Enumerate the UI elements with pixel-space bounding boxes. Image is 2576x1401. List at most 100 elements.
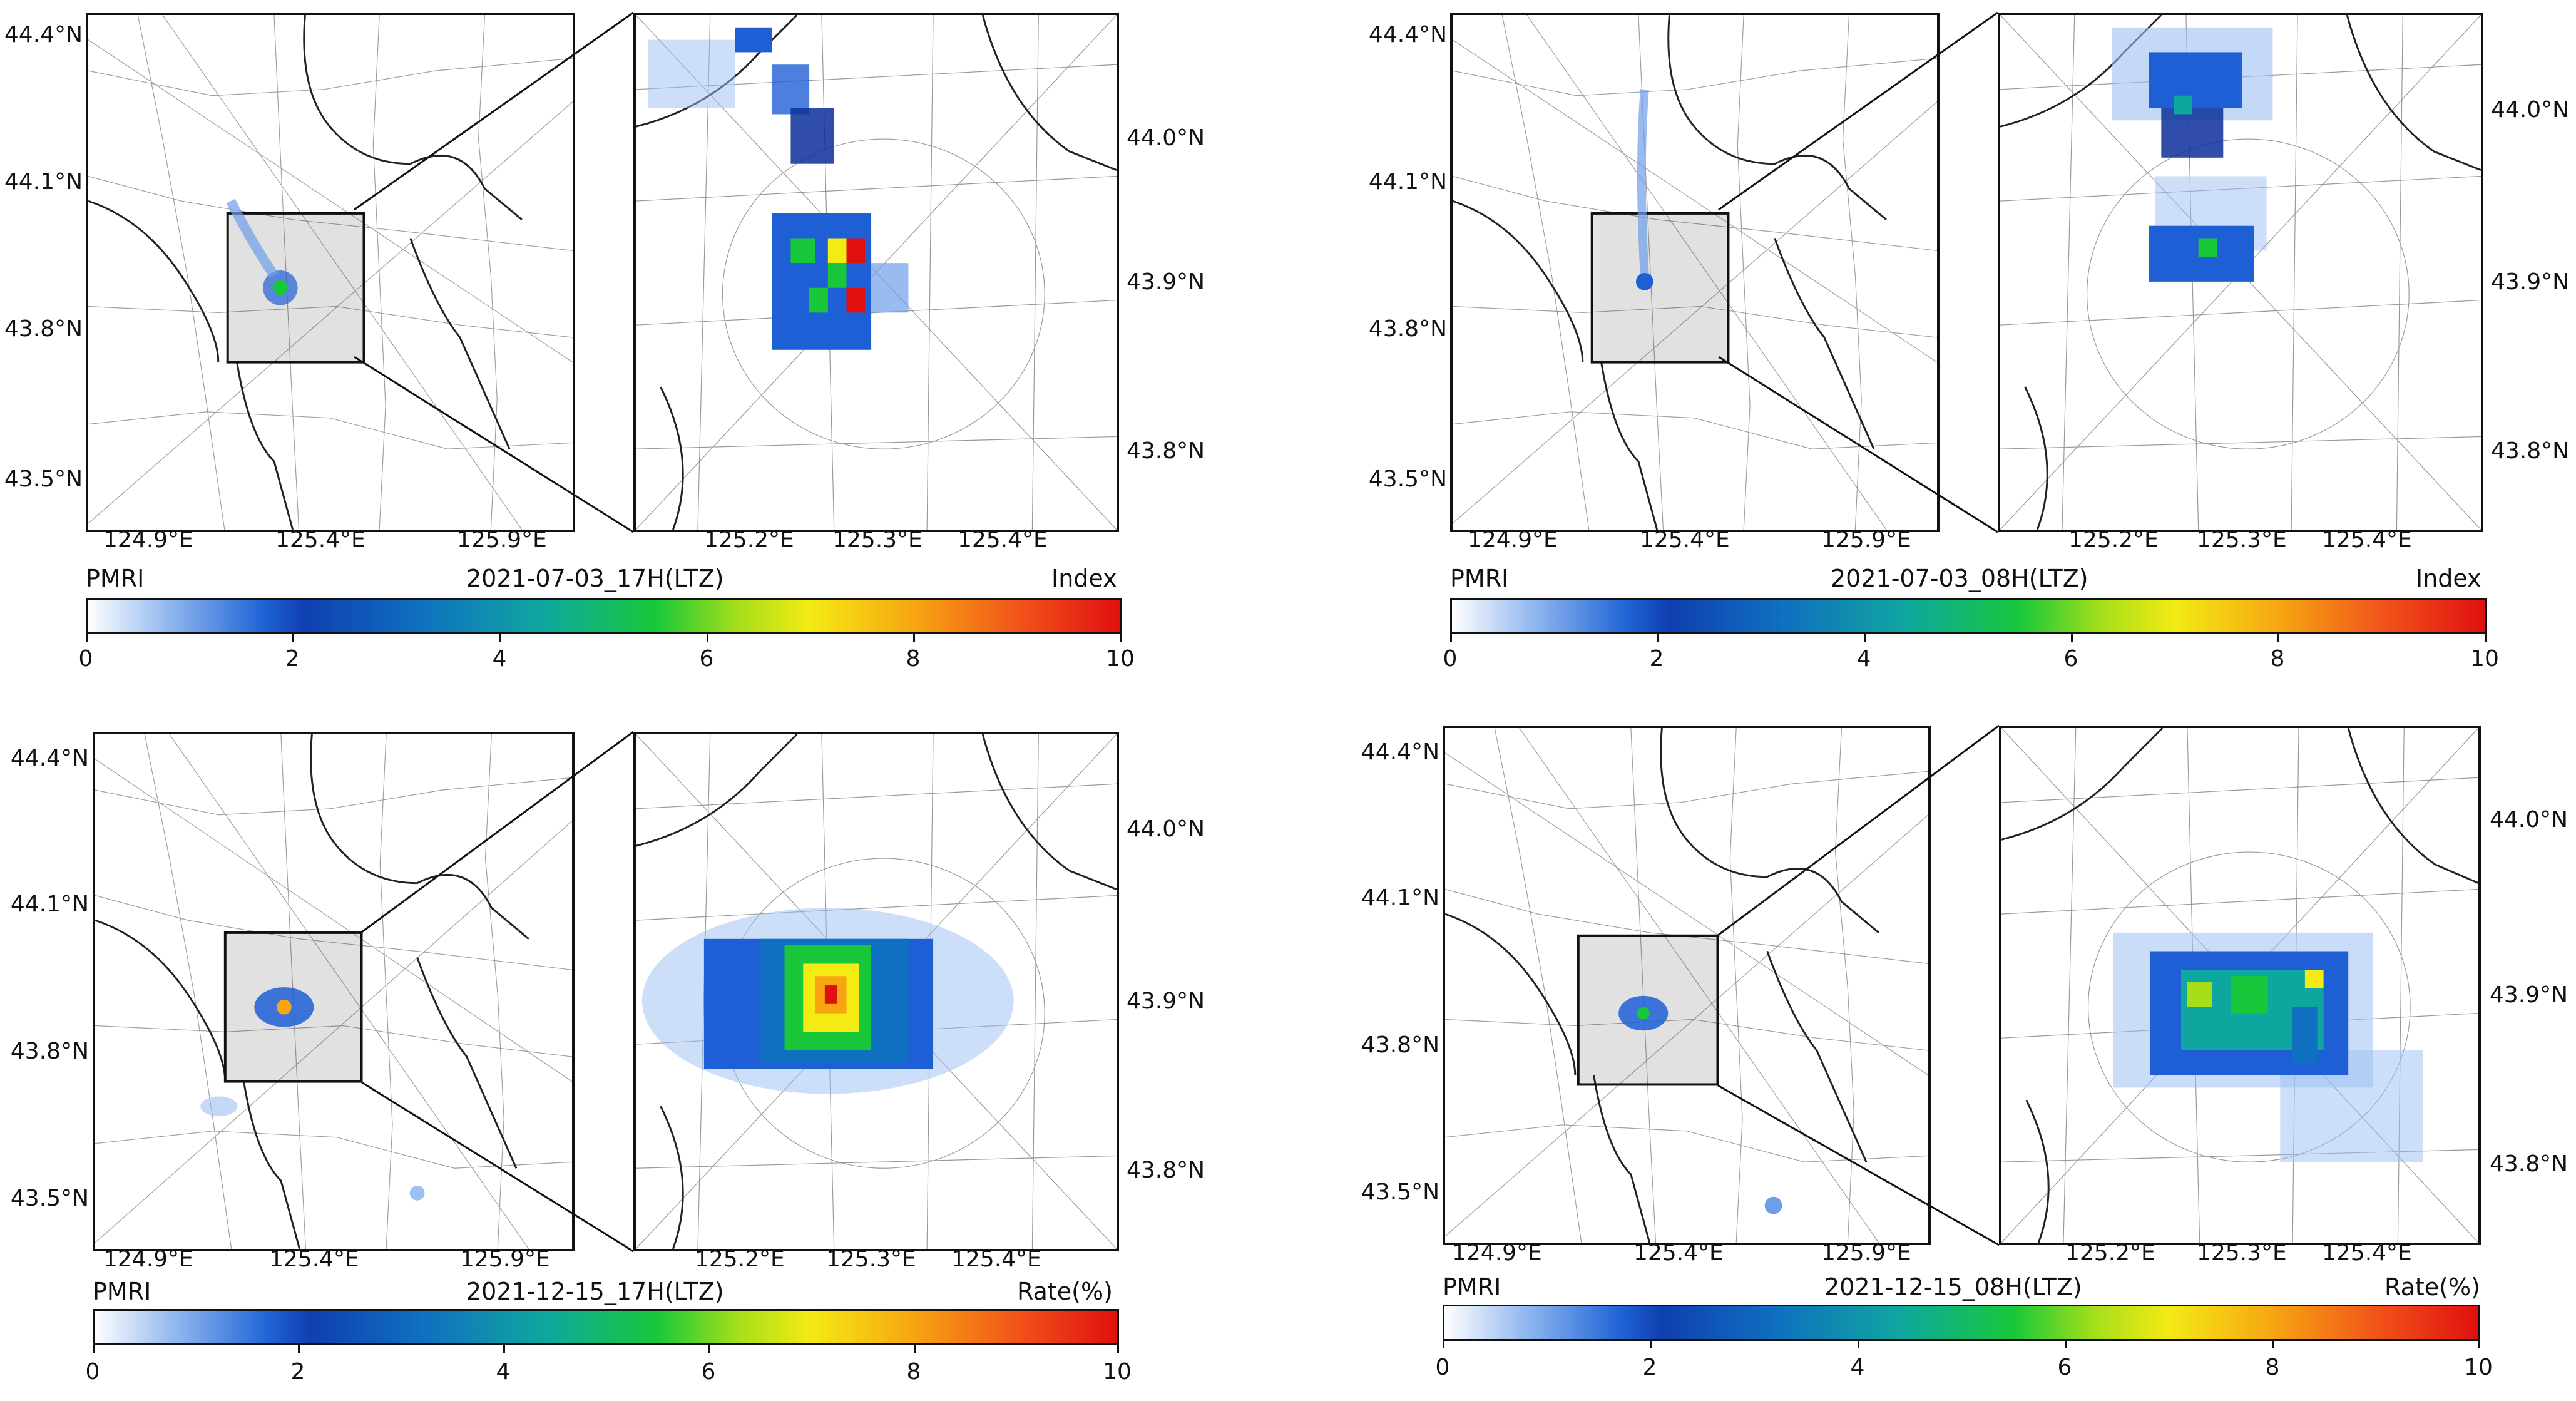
zoom-connector bbox=[1717, 724, 2000, 1246]
zoom-lat-label-2: 43.9°N bbox=[2491, 269, 2570, 295]
lon-label-2: 125.4°E bbox=[269, 1246, 359, 1272]
colorbar-tick-8: 8 bbox=[906, 646, 921, 672]
colorbar-tick-4: 4 bbox=[1856, 646, 1871, 672]
panel-top-left: 44.4°N 44.1°N 43.8°N 43.5°N 124.9°E 125.… bbox=[0, 0, 1288, 700]
lon-label-3: 125.9°E bbox=[1821, 527, 1911, 553]
colorbar-tick-2: 2 bbox=[285, 646, 300, 672]
colorbar-tick-6: 6 bbox=[2057, 1355, 2072, 1380]
road-network bbox=[1453, 15, 1937, 530]
road-network bbox=[95, 734, 572, 1249]
zoom-lat-label-3: 43.8°N bbox=[2490, 1151, 2568, 1177]
zoom-lon-label-3: 125.4°E bbox=[951, 1246, 1041, 1272]
unit-label: Index bbox=[1051, 565, 1117, 592]
road-network bbox=[1445, 728, 1928, 1243]
zoom-road-network bbox=[2000, 15, 2481, 530]
zoom-lon-label-2: 125.3°E bbox=[2197, 527, 2287, 553]
panel-bottom-right: 44.4°N 44.1°N 43.8°N 43.5°N 124.9°E 125.… bbox=[1358, 700, 2576, 1401]
zoom-road-network bbox=[636, 734, 1117, 1249]
zoom-map bbox=[633, 13, 1119, 532]
panel-bottom-left: 44.4°N 44.1°N 43.8°N 43.5°N 124.9°E 125.… bbox=[0, 700, 1288, 1401]
zoom-lon-label-1: 125.2°E bbox=[704, 527, 794, 553]
zoom-lat-label-1: 44.0°N bbox=[2491, 97, 2570, 123]
colorbar-tick-6: 6 bbox=[2063, 646, 2078, 672]
colorbar-tick-0: 0 bbox=[1443, 646, 1458, 672]
colorbar-tick-4: 4 bbox=[1850, 1355, 1865, 1380]
colorbar-tick-10: 10 bbox=[1106, 646, 1135, 672]
colorbar bbox=[1450, 598, 2487, 634]
zoom-lat-label-1: 44.0°N bbox=[1127, 816, 1205, 842]
lat-label-3: 43.8°N bbox=[4, 316, 83, 342]
zoom-lon-label-3: 125.4°E bbox=[958, 527, 1048, 553]
timestamp-label: 2021-12-15_08H(LTZ) bbox=[1824, 1273, 2082, 1301]
product-label: PMRI bbox=[86, 565, 145, 592]
lat-label-2: 44.1°N bbox=[10, 891, 89, 917]
colorbar-tick-0: 0 bbox=[1435, 1355, 1450, 1380]
overview-map bbox=[1450, 13, 1940, 532]
zoom-lat-label-3: 43.8°N bbox=[2491, 438, 2570, 464]
lat-label-4: 43.5°N bbox=[4, 466, 83, 492]
lon-label-3: 125.9°E bbox=[1821, 1240, 1911, 1266]
lat-label-3: 43.8°N bbox=[1368, 316, 1447, 342]
zoom-lon-label-1: 125.2°E bbox=[2065, 1240, 2155, 1266]
zoom-lon-label-3: 125.4°E bbox=[2322, 1240, 2412, 1266]
unit-label: Rate(%) bbox=[1017, 1278, 1113, 1305]
lon-label-1: 124.9°E bbox=[103, 527, 193, 553]
lon-label-2: 125.4°E bbox=[1640, 527, 1730, 553]
colorbar-tick-10: 10 bbox=[2470, 646, 2499, 672]
overview-map bbox=[86, 13, 575, 532]
lat-label-3: 43.8°N bbox=[10, 1039, 89, 1064]
lon-label-3: 125.9°E bbox=[457, 527, 547, 553]
zoom-lat-label-1: 44.0°N bbox=[1127, 125, 1205, 151]
zoom-connector bbox=[354, 11, 634, 533]
lon-label-2: 125.4°E bbox=[1633, 1240, 1724, 1266]
lon-label-1: 124.9°E bbox=[103, 1246, 193, 1272]
zoom-road-network bbox=[636, 15, 1117, 530]
lon-label-3: 125.9°E bbox=[460, 1246, 550, 1272]
zoom-lat-label-2: 43.9°N bbox=[1127, 988, 1205, 1014]
zoom-lat-label-3: 43.8°N bbox=[1127, 438, 1205, 464]
colorbar-tick-4: 4 bbox=[496, 1359, 511, 1385]
zoom-lon-label-1: 125.2°E bbox=[2068, 527, 2159, 553]
lat-label-1: 44.4°N bbox=[1368, 22, 1447, 48]
lon-label-1: 124.9°E bbox=[1452, 1240, 1542, 1266]
colorbar-tick-2: 2 bbox=[1642, 1355, 1657, 1380]
zoom-lat-label-2: 43.9°N bbox=[2490, 982, 2568, 1008]
road-network bbox=[88, 15, 573, 530]
colorbar-tick-8: 8 bbox=[906, 1359, 921, 1385]
zoom-lon-label-2: 125.3°E bbox=[832, 527, 923, 553]
colorbar-tick-6: 6 bbox=[699, 646, 714, 672]
panel-top-right: 44.4°N 44.1°N 43.8°N 43.5°N 124.9°E 125.… bbox=[1364, 0, 2576, 700]
lon-label-1: 124.9°E bbox=[1468, 527, 1558, 553]
colorbar-tick-10: 10 bbox=[1103, 1359, 1132, 1385]
colorbar-tick-8: 8 bbox=[2270, 646, 2285, 672]
unit-label: Rate(%) bbox=[2384, 1273, 2480, 1301]
zoom-lon-label-1: 125.2°E bbox=[695, 1246, 785, 1272]
colorbar-tick-6: 6 bbox=[701, 1359, 716, 1385]
product-label: PMRI bbox=[93, 1278, 151, 1305]
zoom-connector bbox=[361, 731, 634, 1253]
colorbar-tick-2: 2 bbox=[290, 1359, 305, 1385]
lat-label-2: 44.1°N bbox=[4, 169, 83, 195]
product-label: PMRI bbox=[1443, 1273, 1501, 1301]
lon-label-2: 125.4°E bbox=[275, 527, 365, 553]
zoom-lon-label-3: 125.4°E bbox=[2322, 527, 2412, 553]
lat-label-4: 43.5°N bbox=[1368, 466, 1447, 492]
zoom-map bbox=[1999, 726, 2481, 1245]
zoom-lon-label-2: 125.3°E bbox=[2197, 1240, 2287, 1266]
colorbar-tick-0: 0 bbox=[78, 646, 93, 672]
zoom-lon-label-2: 125.3°E bbox=[826, 1246, 916, 1272]
lat-label-4: 43.5°N bbox=[1361, 1179, 1439, 1205]
lat-label-2: 44.1°N bbox=[1368, 169, 1447, 195]
lat-label-1: 44.4°N bbox=[4, 22, 83, 48]
colorbar-tick-4: 4 bbox=[492, 646, 507, 672]
colorbar bbox=[86, 598, 1122, 634]
product-label: PMRI bbox=[1450, 565, 1509, 592]
zoom-connector bbox=[1718, 11, 1998, 533]
lat-label-1: 44.4°N bbox=[1361, 739, 1439, 765]
zoom-lat-label-1: 44.0°N bbox=[2490, 807, 2568, 833]
lat-label-4: 43.5°N bbox=[10, 1186, 89, 1211]
overview-map bbox=[1443, 726, 1931, 1245]
zoom-road-network bbox=[2001, 728, 2478, 1243]
timestamp-label: 2021-07-03_08H(LTZ) bbox=[1831, 565, 2088, 592]
colorbar-tick-8: 8 bbox=[2265, 1355, 2280, 1380]
